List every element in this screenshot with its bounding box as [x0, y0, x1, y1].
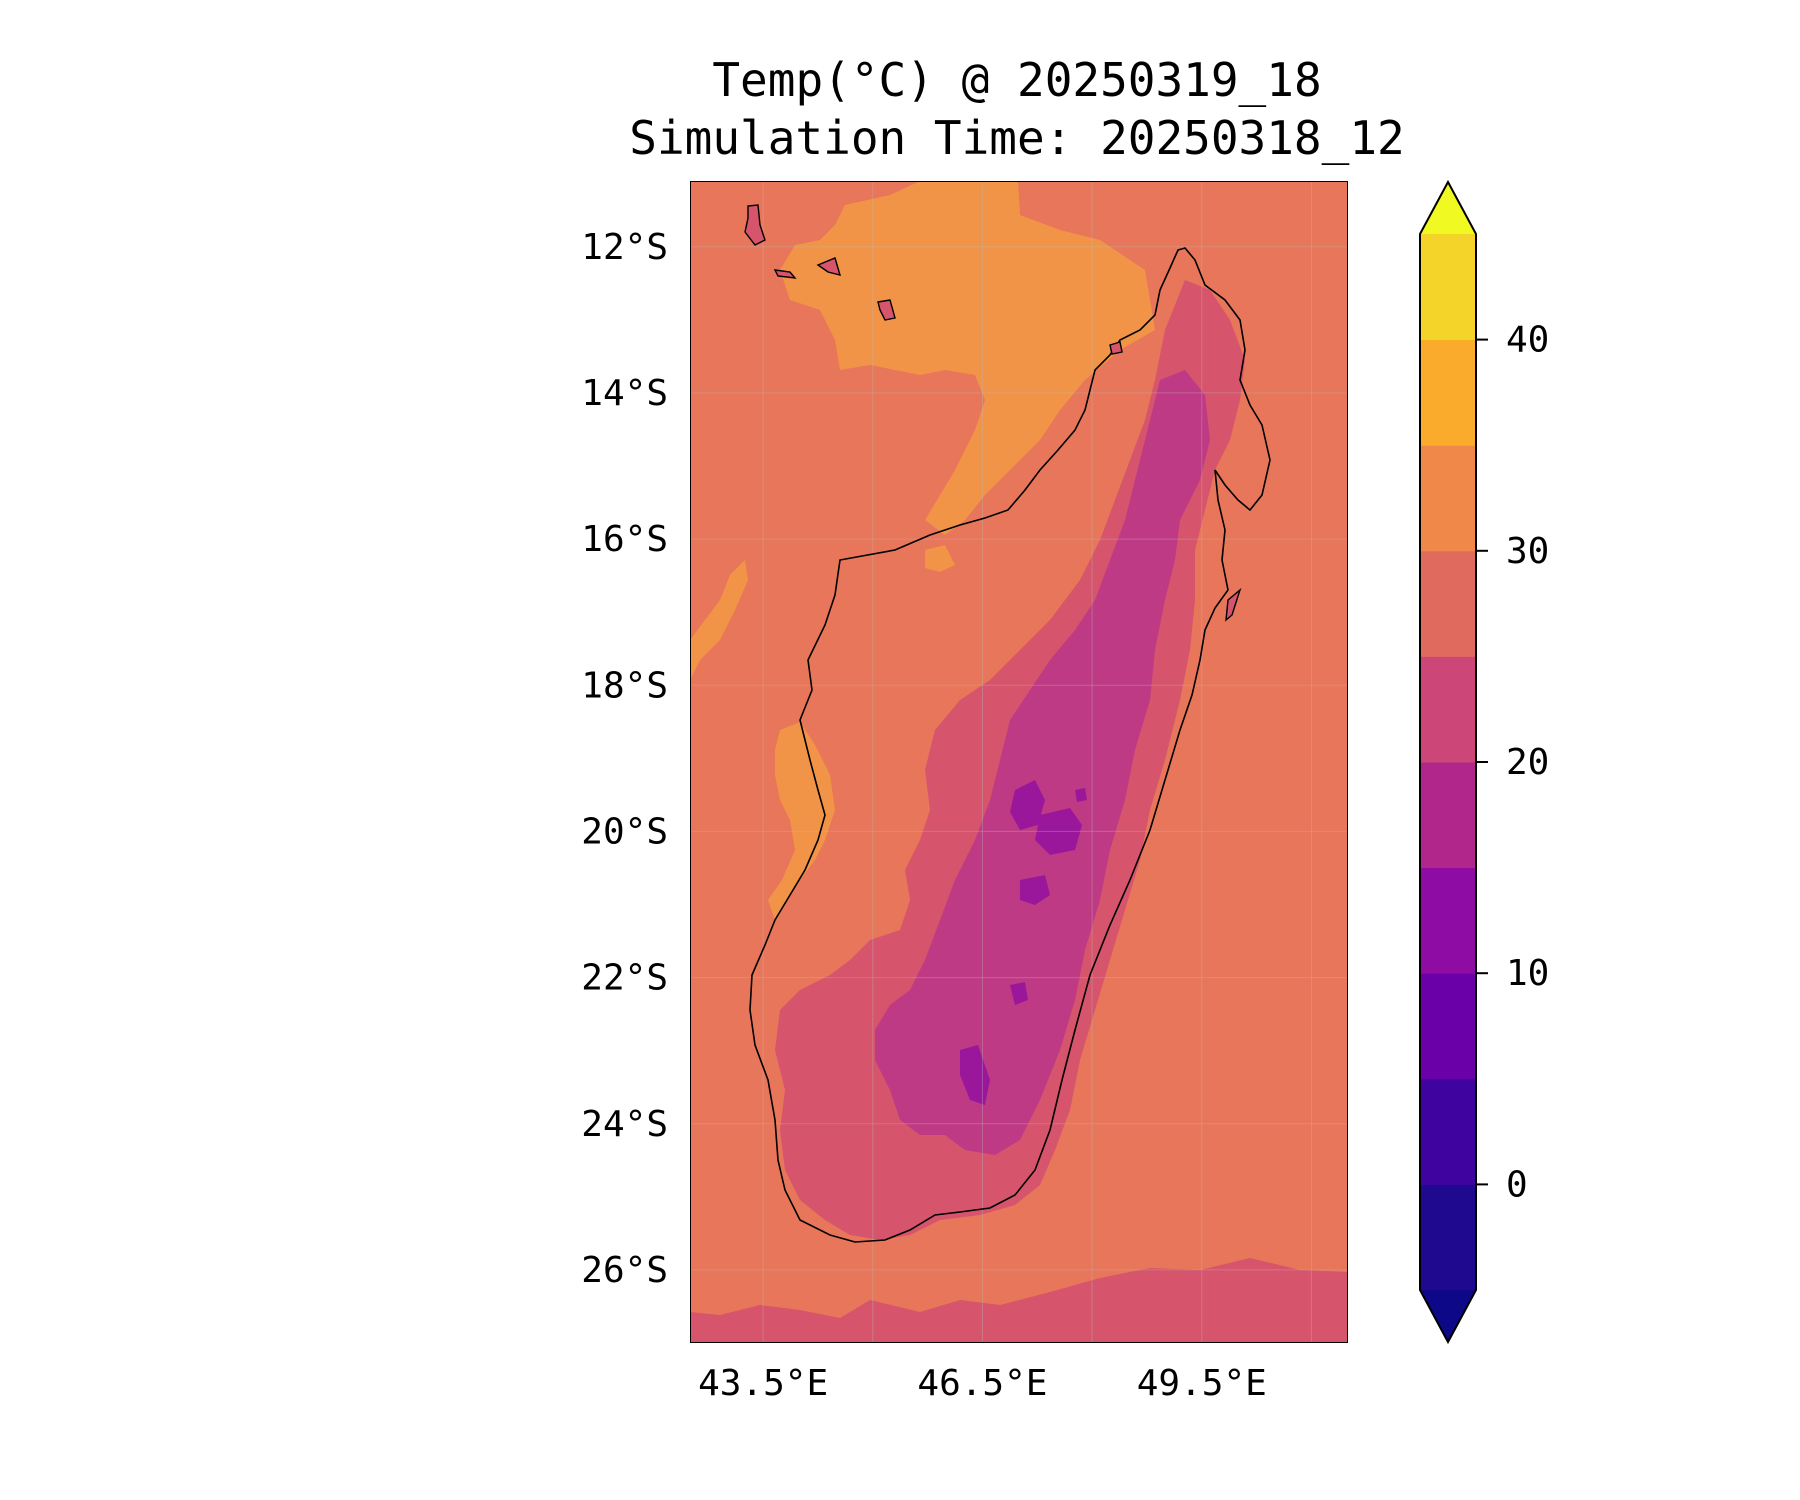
colorbar-tick-label: 20 [1506, 742, 1549, 783]
land-temperature-zone-10-15-5 [1010, 982, 1028, 1005]
colorbar-segment [1420, 867, 1476, 974]
mayotte-island [877, 299, 896, 321]
comoros-island-2 [773, 269, 797, 279]
warm-zone-west-2 [768, 722, 835, 920]
chart-title-line-1: Temp(°C) @ 20250319_18 [712, 53, 1321, 107]
colorbar-segment [1420, 656, 1476, 763]
colorbar-segment [1420, 973, 1476, 1080]
lat-tick-label: 18°S [581, 665, 668, 706]
lat-tick-label: 14°S [581, 373, 668, 414]
warm-zone-west-1 [690, 560, 748, 680]
gridlines [690, 181, 1348, 1343]
colorbar-outline [1419, 179, 1477, 1345]
lon-tick-label: 43.5°E [698, 1363, 828, 1404]
colorbar-tick-label: 10 [1506, 953, 1549, 994]
land-temperature-zone-10-15-3 [1020, 875, 1050, 905]
colorbar-segment [1420, 339, 1476, 446]
colorbar-over-extension [1420, 182, 1476, 234]
lon-tick-label: 49.5°E [1137, 1363, 1267, 1404]
cool-zone-south-band [690, 1258, 1348, 1343]
comoros-island-3 [816, 257, 842, 276]
warm-zone-center-small [925, 545, 955, 572]
colorbar: 0 10 20 30 40 [1419, 179, 1549, 1345]
colorbar-tick-label: 0 [1506, 1164, 1528, 1205]
colorbar-under-extension [1420, 1290, 1476, 1342]
nosy-be-island [1109, 341, 1123, 355]
colorbar-segment [1420, 445, 1476, 552]
colorbar-tick-label: 40 [1506, 320, 1549, 361]
land-temperature-zone-10-15-1 [1010, 780, 1045, 830]
colorbar-segment [1420, 234, 1476, 341]
colorbar-segment [1420, 1184, 1476, 1291]
colorbar-segment [1420, 550, 1476, 657]
land-temperature-zone-10-15-6 [1075, 788, 1087, 802]
lat-tick-label: 26°S [581, 1250, 668, 1291]
lat-tick-label: 20°S [581, 811, 668, 852]
colorbar-tick-label: 30 [1506, 531, 1549, 572]
lat-tick-label: 24°S [581, 1104, 668, 1145]
land-temperature-zone-10-15-4 [960, 1045, 990, 1105]
lon-tick-label: 46.5°E [917, 1363, 1047, 1404]
lat-tick-label: 16°S [581, 519, 668, 560]
colorbar-segment [1420, 1078, 1476, 1185]
warm-zone-north [780, 181, 1155, 535]
longitude-tick-labels: 43.5°E 46.5°E 49.5°E [698, 1363, 1267, 1404]
chart-title-line-2: Simulation Time: 20250318_12 [629, 111, 1404, 165]
land-temperature-zone-10-15-2 [1035, 808, 1082, 855]
lat-tick-label: 22°S [581, 958, 668, 999]
land-temperature-zone-15-20 [875, 370, 1210, 1155]
sainte-marie-island [1225, 587, 1242, 622]
latitude-tick-labels: 12°S 14°S 16°S 18°S 20°S 22°S 24°S 26°S [581, 227, 668, 1291]
lat-tick-label: 12°S [581, 227, 668, 268]
comoros-island-1 [744, 204, 766, 246]
map-panel [690, 181, 1348, 1343]
colorbar-segment [1420, 762, 1476, 869]
madagascar-coastline [749, 247, 1271, 1243]
